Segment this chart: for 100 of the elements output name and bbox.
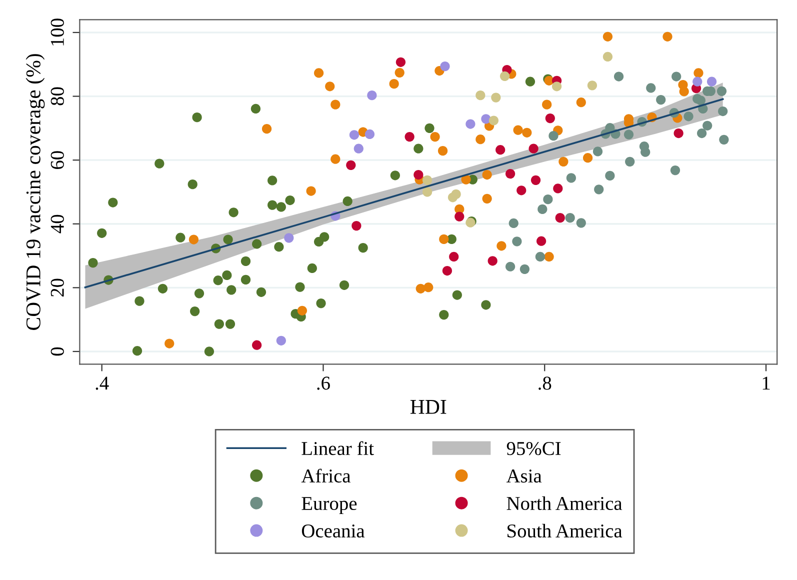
- point: [505, 168, 516, 179]
- point: [439, 310, 449, 320]
- point: [424, 282, 434, 292]
- point: [640, 147, 650, 157]
- point: [536, 236, 546, 246]
- x-axis-title: HDI: [410, 400, 446, 414]
- point: [267, 176, 278, 186]
- point: [226, 285, 236, 295]
- point: [662, 32, 672, 42]
- y-tick-label: 40: [50, 214, 64, 234]
- point: [587, 80, 598, 90]
- x-tick-label: 1: [762, 376, 770, 390]
- point: [424, 123, 434, 133]
- point: [176, 232, 186, 242]
- point: [352, 220, 362, 231]
- point: [439, 234, 449, 244]
- point: [605, 170, 615, 181]
- point: [476, 90, 486, 100]
- legend-label: Europe: [302, 497, 357, 514]
- legend-label: Linear fit: [302, 441, 374, 456]
- point: [164, 338, 174, 348]
- point: [154, 158, 164, 168]
- point: [342, 196, 352, 206]
- point: [225, 319, 236, 329]
- point: [442, 266, 452, 276]
- point: [190, 306, 200, 316]
- legend-label: North America: [506, 496, 622, 510]
- y-tick-label: 20: [50, 278, 64, 297]
- point: [670, 165, 680, 176]
- point: [696, 96, 706, 106]
- y-tick-label: 100: [50, 18, 64, 46]
- point: [354, 144, 364, 154]
- point: [88, 258, 98, 268]
- point: [306, 186, 316, 196]
- point: [285, 195, 295, 206]
- point: [694, 68, 704, 78]
- point: [267, 200, 278, 210]
- point: [496, 241, 506, 251]
- point: [214, 319, 224, 329]
- point: [692, 76, 702, 86]
- point: [314, 68, 324, 78]
- point: [223, 234, 233, 244]
- point: [582, 153, 593, 163]
- point: [672, 72, 682, 82]
- point: [262, 124, 272, 134]
- point: [414, 144, 424, 154]
- point: [702, 120, 712, 130]
- point: [674, 128, 684, 138]
- line-series: [84, 98, 724, 288]
- point: [553, 184, 563, 194]
- point: [543, 194, 553, 204]
- point: [594, 184, 604, 194]
- point: [438, 146, 448, 156]
- point: [284, 233, 294, 243]
- point: [505, 262, 516, 272]
- point: [97, 228, 107, 238]
- point: [535, 252, 545, 262]
- point: [558, 156, 568, 166]
- legend-label: Oceania: [302, 524, 365, 538]
- point: [602, 52, 613, 62]
- legend-label: Asia: [506, 470, 542, 483]
- point: [213, 276, 223, 286]
- point: [530, 175, 541, 185]
- point: [276, 336, 286, 346]
- point: [452, 290, 462, 300]
- point: [555, 213, 565, 223]
- point: [548, 131, 558, 141]
- point: [396, 57, 406, 67]
- point: [158, 284, 168, 294]
- point: [346, 160, 356, 170]
- point: [240, 256, 251, 266]
- point: [491, 92, 501, 102]
- point: [256, 287, 266, 297]
- point: [367, 90, 377, 100]
- point: [422, 187, 432, 197]
- point: [525, 76, 536, 86]
- point: [565, 213, 575, 223]
- point: [316, 298, 326, 308]
- point: [307, 263, 317, 274]
- point: [614, 72, 624, 82]
- point: [481, 300, 491, 310]
- point: [194, 288, 204, 298]
- point: [204, 346, 214, 356]
- point: [364, 129, 375, 140]
- point: [512, 236, 522, 246]
- point: [576, 98, 586, 108]
- point: [274, 242, 284, 252]
- x-tick-label: .4: [96, 376, 109, 390]
- point: [656, 94, 666, 105]
- point: [516, 186, 526, 196]
- point: [679, 86, 689, 96]
- point: [440, 61, 450, 72]
- y-tick-label: 60: [50, 151, 64, 169]
- point: [330, 154, 340, 164]
- point: [542, 100, 552, 110]
- y-tick-label: 0: [50, 347, 64, 356]
- point: [544, 252, 554, 262]
- point: [252, 340, 262, 350]
- point: [520, 264, 530, 274]
- point: [706, 76, 717, 86]
